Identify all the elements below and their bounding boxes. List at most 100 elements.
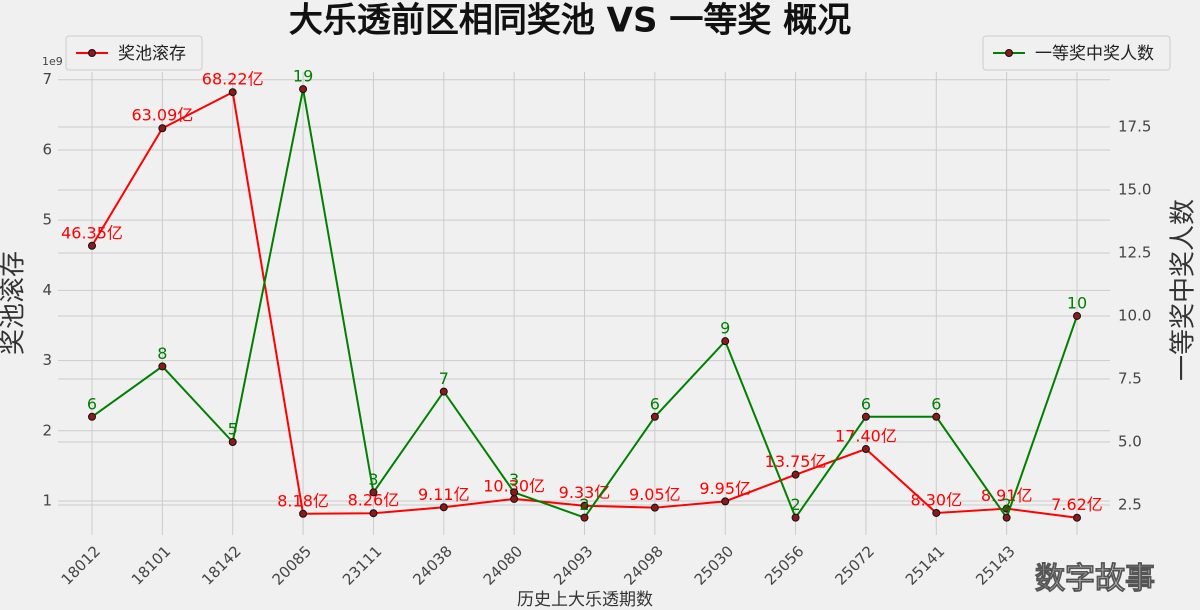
point-marker: [158, 124, 167, 133]
legend-box: [982, 35, 1171, 71]
y2-tick-label: 12.5: [1118, 243, 1151, 261]
data-label: 63.09亿: [131, 106, 193, 125]
point-marker: [228, 88, 237, 97]
point-marker: [158, 362, 167, 371]
point-marker: [510, 494, 519, 503]
point-marker: [861, 445, 870, 454]
point-marker: [932, 412, 941, 421]
x-tick-label: 18142: [198, 542, 244, 588]
x-tick-label: 20085: [269, 542, 315, 588]
data-label: 2: [790, 495, 800, 514]
x-tick-label: 25056: [761, 542, 807, 588]
y-tick-label: 2: [42, 421, 52, 439]
point-marker: [861, 412, 870, 421]
point-marker: [369, 509, 378, 518]
x-tick-label: 24098: [620, 542, 666, 588]
point-marker: [369, 488, 378, 497]
data-label: 9: [720, 319, 730, 338]
y-tick-label: 3: [42, 351, 52, 369]
point-marker: [1073, 513, 1081, 522]
data-label: 6: [87, 394, 97, 413]
data-label: 10.30亿: [483, 476, 545, 495]
y2-tick-label: 15.0: [1118, 180, 1151, 198]
point-marker: [580, 501, 589, 510]
data-label: 3: [368, 470, 378, 489]
point-marker: [791, 513, 800, 522]
data-label: 6: [861, 394, 871, 413]
data-label: 9.05亿: [629, 485, 681, 504]
data-label: 68.22亿: [202, 70, 264, 89]
legend-label: 奖池滚存: [118, 44, 186, 64]
chart-title: 大乐透前区相同奖池 VS 一等奖 概况: [289, 1, 851, 41]
data-label: 10: [1067, 293, 1087, 312]
point-marker: [439, 503, 448, 512]
y2-tick-label: 7.5: [1118, 369, 1142, 387]
x-tick-label: 25143: [972, 542, 1018, 588]
point-marker: [650, 412, 659, 421]
data-label: 46.35亿: [61, 223, 123, 242]
point-marker: [299, 509, 308, 518]
point-marker: [1002, 513, 1011, 522]
point-marker: [510, 488, 519, 497]
data-label: 8.18亿: [277, 491, 329, 510]
x-tick-label: 24038: [409, 542, 455, 588]
x-tick-label: 25072: [831, 542, 877, 588]
data-label: 7: [439, 369, 449, 388]
point-marker: [439, 387, 448, 396]
x-tick-label: 25030: [691, 542, 737, 588]
x-tick-label: 23111: [339, 542, 385, 588]
y-tick-label: 5: [42, 211, 52, 229]
y-tick-label: 1: [42, 492, 52, 510]
legend-box: [65, 35, 203, 71]
y2-tick-label: 17.5: [1118, 117, 1151, 135]
watermark: 数字故事: [1035, 562, 1155, 597]
y-tick-label: 4: [42, 281, 52, 299]
y-tick-label: 6: [42, 140, 52, 158]
data-label: 6: [931, 394, 941, 413]
y2-axis-label: 一等奖中奖人数: [1169, 199, 1199, 381]
point-marker: [721, 497, 730, 506]
data-label: 6: [650, 394, 660, 413]
data-label: 7.62亿: [1051, 495, 1103, 514]
legend: 一等奖中奖人数: [982, 35, 1171, 71]
legend-marker: [1005, 49, 1013, 57]
data-label: 19: [293, 67, 313, 86]
x-tick-label: 18101: [128, 542, 174, 588]
x-tick-label: 18012: [58, 542, 104, 588]
x-tick-label: 24080: [480, 542, 526, 588]
legend-label: 一等奖中奖人数: [1035, 44, 1154, 64]
data-label: 9.95亿: [699, 479, 751, 498]
point-marker: [1073, 311, 1081, 320]
data-label: 8.30亿: [910, 490, 962, 509]
point-marker: [650, 503, 659, 512]
y-axis-label: 奖池滚存: [0, 251, 29, 355]
y-offset-text: 1e9: [42, 55, 63, 68]
data-label: 8: [157, 344, 167, 363]
point-marker: [932, 508, 941, 517]
point-marker: [88, 412, 96, 421]
data-label: 9.11亿: [418, 485, 470, 504]
point-marker: [721, 337, 730, 346]
data-label: 2: [1002, 495, 1012, 514]
data-label: 5: [228, 419, 238, 438]
y2-tick-label: 2.5: [1118, 496, 1142, 514]
data-label: 17.40亿: [835, 427, 897, 446]
data-label: 8.26亿: [348, 491, 400, 510]
data-label: 3: [509, 470, 519, 489]
x-tick-label: 25141: [902, 542, 948, 588]
point-marker: [88, 241, 96, 250]
point-marker: [228, 437, 237, 446]
data-label: 2: [579, 495, 589, 514]
x-tick-label: 24093: [550, 542, 596, 588]
x-axis-label: 历史上大乐透期数: [517, 590, 653, 610]
y2-tick-label: 10.0: [1118, 306, 1151, 324]
legend-marker: [88, 49, 96, 57]
legend: 奖池滚存: [65, 35, 203, 71]
point-marker: [299, 85, 308, 94]
data-label: 13.75亿: [765, 452, 827, 471]
y2-tick-label: 5.0: [1118, 432, 1142, 450]
point-marker: [580, 513, 589, 522]
y-tick-label: 7: [42, 70, 52, 88]
point-marker: [791, 470, 800, 479]
